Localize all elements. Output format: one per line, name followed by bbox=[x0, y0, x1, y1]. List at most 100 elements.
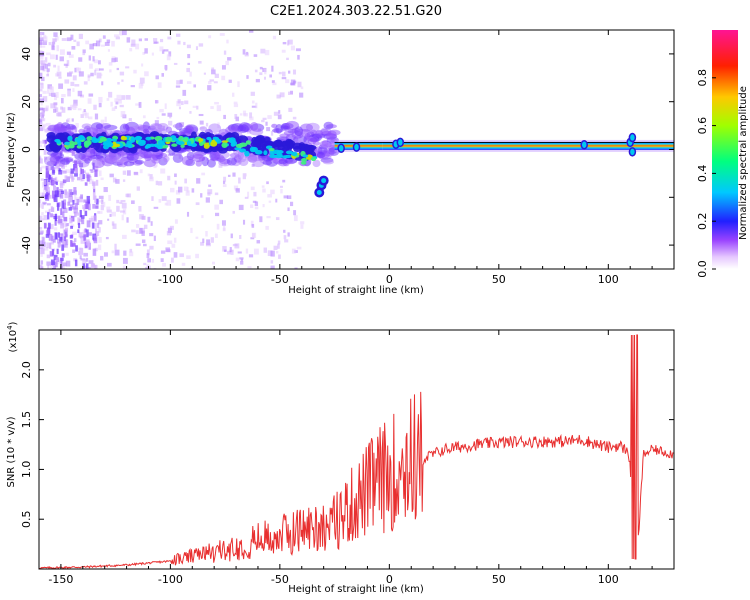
spectrogram-noise-cell bbox=[47, 227, 51, 235]
spectrogram-noise-cell bbox=[292, 116, 297, 120]
spectrogram-noise-cell bbox=[192, 105, 197, 108]
spectrogram-noise-cell bbox=[155, 75, 159, 80]
spectrogram-noise-cell bbox=[64, 175, 68, 179]
spectrogram-noise-cell bbox=[163, 49, 169, 52]
spectrogram-band-highlight bbox=[187, 140, 192, 145]
spectrogram-noise-cell bbox=[225, 60, 229, 66]
spectrogram-noise-cell bbox=[62, 170, 67, 174]
spectrogram-noise-cell bbox=[64, 227, 69, 232]
spectrogram-band-highlight bbox=[56, 140, 61, 144]
spectrogram-noise-cell bbox=[46, 261, 52, 266]
spectrogram-haze-cell bbox=[116, 151, 128, 156]
spectrogram-noise-cell bbox=[125, 193, 130, 198]
spectrogram-noise-cell bbox=[161, 49, 165, 54]
spectrogram-noise-cell bbox=[176, 33, 181, 37]
spectrogram-noise-cell bbox=[89, 63, 93, 69]
spectrogram-noise-cell bbox=[39, 227, 43, 230]
spectrogram-noise-cell bbox=[40, 65, 44, 71]
spectrogram-noise-cell bbox=[91, 263, 95, 267]
spectrogram-noise-cell bbox=[200, 241, 204, 246]
spectrogram-band-highlight bbox=[214, 136, 220, 142]
spectrogram-x-tick-label: 50 bbox=[492, 273, 506, 286]
spectrogram-noise-cell bbox=[82, 174, 85, 179]
spectrogram-noise-cell bbox=[300, 224, 304, 229]
spectrogram-noise-cell bbox=[47, 165, 52, 171]
spectrogram-noise-cell bbox=[174, 180, 177, 185]
spectrogram-noise-cell bbox=[49, 174, 52, 180]
spectrogram-noise-cell bbox=[63, 199, 67, 205]
spectrogram-noise-cell bbox=[67, 88, 71, 91]
snr-series-line bbox=[39, 334, 674, 569]
spectrogram-noise-cell bbox=[54, 232, 58, 240]
spectrogram-noise-cell bbox=[75, 197, 80, 201]
snr-x-tick-label: 100 bbox=[598, 573, 619, 586]
spectrogram-noise-cell bbox=[49, 242, 52, 249]
spectrogram-noise-cell bbox=[86, 174, 90, 182]
spectrogram-noise-cell bbox=[264, 68, 267, 75]
spectrogram-noise-cell bbox=[52, 41, 55, 47]
spectrogram-noise-cell bbox=[146, 253, 150, 259]
spectrogram-noise-cell bbox=[47, 88, 50, 94]
spectrogram-noise-cell bbox=[53, 102, 57, 109]
spectrogram-noise-cell bbox=[93, 235, 98, 244]
spectrogram-noise-cell bbox=[141, 215, 146, 220]
spectrogram-noise-cell bbox=[74, 67, 77, 73]
spectrogram-noise-cell bbox=[76, 41, 80, 47]
spectrogram-noise-cell bbox=[65, 252, 69, 256]
spectrogram-band-cell bbox=[210, 145, 220, 153]
spectrogram-noise-cell bbox=[110, 101, 113, 107]
spectrogram-noise-cell bbox=[76, 177, 81, 181]
spectrogram-noise-cell bbox=[51, 190, 56, 199]
spectrogram-noise-cell bbox=[184, 178, 187, 184]
spectrogram-noise-cell bbox=[55, 107, 59, 113]
spectrogram-noise-cell bbox=[193, 84, 197, 88]
spectrogram-band-highlight bbox=[310, 156, 317, 162]
spectrogram-noise-cell bbox=[81, 217, 85, 225]
spectrogram-haze-cell bbox=[134, 159, 145, 165]
spectrogram-noise-cell bbox=[238, 204, 244, 211]
spectrogram-noise-cell bbox=[61, 38, 67, 41]
spectrogram-noise-cell bbox=[201, 215, 204, 219]
spectrogram-noise-cell bbox=[146, 249, 150, 256]
spectrogram-noise-cell bbox=[62, 265, 65, 269]
spectrogram-noise-cell bbox=[80, 194, 84, 199]
spectrogram-noise-cell bbox=[169, 115, 172, 119]
spectrogram-noise-cell bbox=[53, 32, 58, 37]
spectrogram-noise-cell bbox=[83, 109, 86, 112]
spectrogram-band-cell bbox=[46, 135, 57, 144]
spectrogram-noise-cell bbox=[253, 248, 259, 255]
spectrogram-noise-cell bbox=[234, 113, 238, 120]
spectrogram-noise-cell bbox=[253, 54, 258, 57]
spectrogram-y-tick-label: 20 bbox=[20, 95, 33, 109]
spectrogram-noise-cell bbox=[248, 30, 254, 33]
spectrogram-noise-cell bbox=[72, 75, 77, 81]
spectrogram-noise-cell bbox=[70, 81, 75, 87]
spectrogram-band-highlight bbox=[145, 136, 152, 141]
spectrogram-noise-cell bbox=[272, 35, 277, 40]
spectrogram-noise-cell bbox=[121, 30, 127, 36]
spectrogram-noise-cell bbox=[283, 229, 286, 233]
spectrogram-noise-cell bbox=[39, 32, 43, 39]
spectrogram-noise-cell bbox=[93, 166, 97, 172]
spectrogram-noise-cell bbox=[223, 114, 226, 120]
spectrogram-band-highlight bbox=[198, 138, 204, 142]
spectrogram-noise-cell bbox=[283, 195, 289, 199]
spectrogram-noise-cell bbox=[126, 170, 131, 176]
spectrogram-noise-cell bbox=[269, 74, 273, 78]
spectrogram-y-tick-label: -20 bbox=[20, 188, 33, 206]
spectrogram-noise-cell bbox=[296, 246, 302, 250]
spectrogram-noise-cell bbox=[71, 206, 76, 210]
spectrogram-noise-cell bbox=[227, 57, 232, 61]
spectrogram-noise-cell bbox=[290, 82, 295, 86]
spectrogram-noise-cell bbox=[39, 88, 43, 92]
spectrogram-haze-cell bbox=[300, 123, 313, 132]
spectrogram-noise-cell bbox=[48, 42, 51, 46]
snr-panel: -150 -100 -50 0 50 100 0.5 1.0 1.5 2.0 Height of… bbox=[6, 321, 675, 595]
spectrogram-noise-cell bbox=[177, 186, 183, 193]
spectrogram-band-highlight bbox=[77, 140, 82, 147]
spectrogram-noise-cell bbox=[93, 188, 96, 193]
spectrogram-noise-cell bbox=[179, 79, 183, 84]
spectrogram-noise-cell bbox=[248, 254, 254, 258]
spectrogram-noise-cell bbox=[39, 53, 44, 60]
spectrogram-noise-cell bbox=[43, 222, 47, 229]
